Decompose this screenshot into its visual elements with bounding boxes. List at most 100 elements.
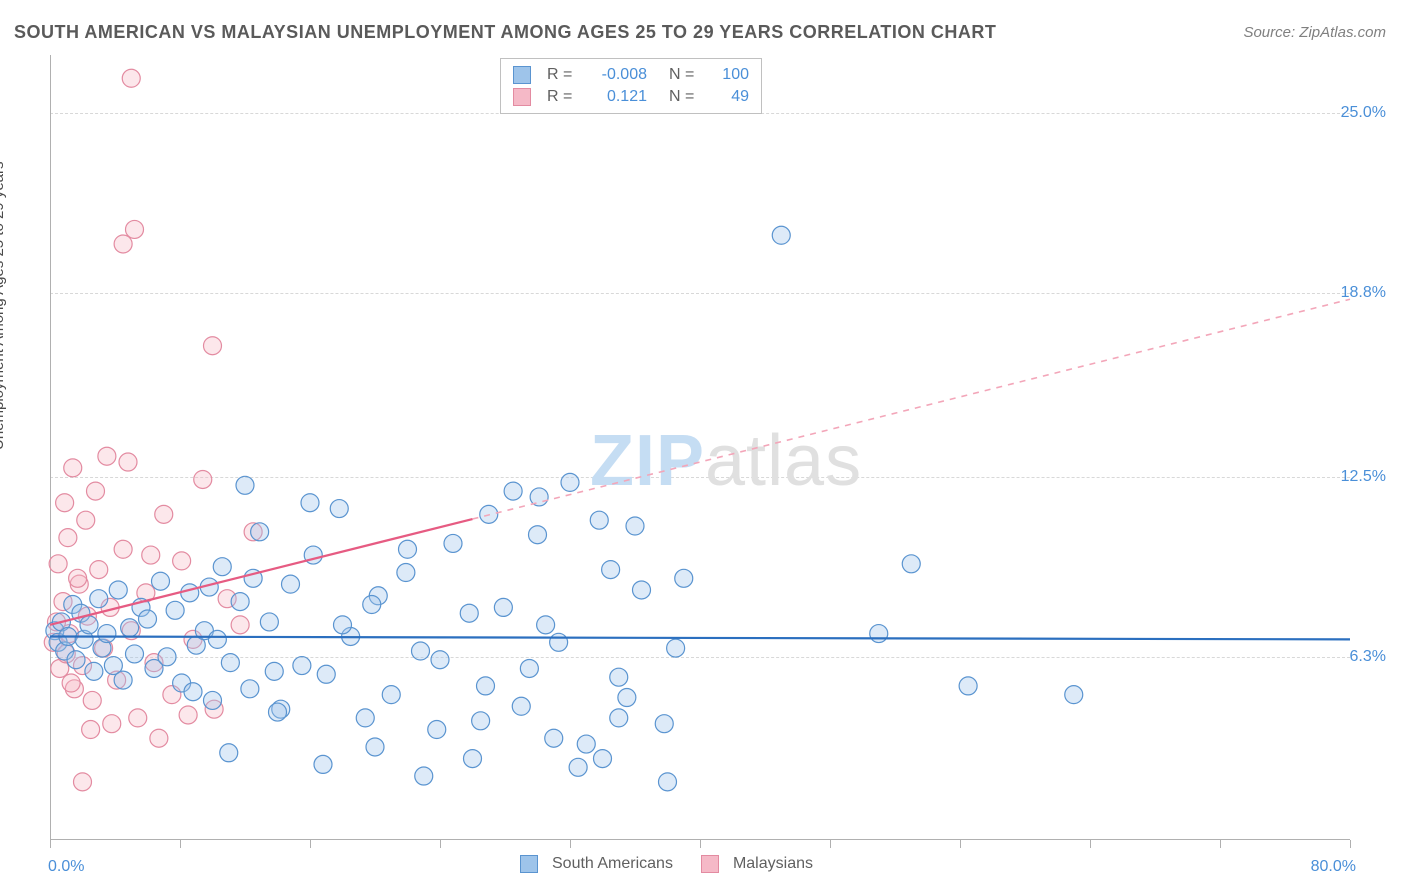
swatch-series-1 [520,855,538,873]
scatter-point [504,482,522,500]
scatter-point [80,616,98,634]
r-label: R = [547,66,577,84]
r-value-series-2: 0.121 [587,88,647,106]
scatter-point [282,575,300,593]
scatter-point [412,642,430,660]
scatter-point [602,561,620,579]
scatter-point [269,703,287,721]
scatter-point [870,625,888,643]
scatter-point [69,569,87,587]
scatter-point [74,773,92,791]
scatter-point [301,494,319,512]
x-tick [440,840,441,848]
scatter-point [675,569,693,587]
x-axis-min-label: 0.0% [48,858,84,876]
swatch-series-1 [513,66,531,84]
scatter-point [114,540,132,558]
legend-row-series-1: R = -0.008 N = 100 [513,64,749,86]
scatter-point [204,691,222,709]
chart-title: SOUTH AMERICAN VS MALAYSIAN UNEMPLOYMENT… [14,22,996,43]
scatter-point [667,639,685,657]
scatter-point [569,758,587,776]
scatter-point [194,470,212,488]
scatter-point [594,750,612,768]
scatter-point [561,473,579,491]
scatter-point [415,767,433,785]
correlation-legend: R = -0.008 N = 100 R = 0.121 N = 49 [500,58,762,114]
scatter-point [119,453,137,471]
x-tick [570,840,571,848]
scatter-point [610,709,628,727]
scatter-point [150,729,168,747]
scatter-point [90,590,108,608]
scatter-point [67,651,85,669]
n-value-series-2: 49 [709,88,749,106]
scatter-point [959,677,977,695]
scatter-point [655,715,673,733]
scatter-point [166,601,184,619]
scatter-point [85,662,103,680]
scatter-point [529,526,547,544]
scatter-point [142,546,160,564]
y-tick-label: 6.3% [1350,648,1386,666]
scatter-point [366,738,384,756]
scatter-point [428,721,446,739]
scatter-point [356,709,374,727]
x-axis-max-label: 80.0% [1311,858,1356,876]
series-1-name: South Americans [552,855,673,873]
scatter-point [460,604,478,622]
scatter-point [204,337,222,355]
scatter-point [114,671,132,689]
x-tick [830,840,831,848]
x-tick [1220,840,1221,848]
trend-line [50,636,1350,639]
scatter-point [444,534,462,552]
scatter-point [545,729,563,747]
scatter-point [181,584,199,602]
scatter-point [77,511,95,529]
scatter-point [231,616,249,634]
scatter-point [82,721,100,739]
scatter-point [62,674,80,692]
scatter-point [126,220,144,238]
scatter-point [103,715,121,733]
chart-container: SOUTH AMERICAN VS MALAYSIAN UNEMPLOYMENT… [0,0,1406,892]
scatter-point [220,744,238,762]
scatter-point [152,572,170,590]
source-attribution: Source: ZipAtlas.com [1243,24,1386,41]
scatter-point [221,654,239,672]
scatter-point [260,613,278,631]
scatter-point [126,645,144,663]
y-axis-label: Unemployment Among Ages 25 to 29 years [0,161,7,450]
scatter-point [314,755,332,773]
scatter-point [494,598,512,616]
scatter-point [472,712,490,730]
scatter-point [550,633,568,651]
scatter-point [382,686,400,704]
scatter-point [129,709,147,727]
scatter-point [114,235,132,253]
scatter-point [155,505,173,523]
scatter-point [56,494,74,512]
scatter-point [59,529,77,547]
n-value-series-1: 100 [709,66,749,84]
scatter-point [659,773,677,791]
scatter-point [520,659,538,677]
series-legend: South Americans Malaysians [520,855,813,873]
scatter-point [87,482,105,500]
scatter-point [772,226,790,244]
legend-row-series-2: R = 0.121 N = 49 [513,86,749,108]
scatter-point [251,523,269,541]
scatter-point [537,616,555,634]
scatter-point [213,558,231,576]
scatter-point [158,648,176,666]
scatter-point [49,555,67,573]
n-label: N = [669,66,699,84]
scatter-plot-svg [50,55,1350,840]
scatter-point [431,651,449,669]
scatter-point [397,564,415,582]
scatter-point [236,476,254,494]
scatter-point [330,500,348,518]
legend-item-series-2: Malaysians [701,855,813,873]
scatter-point [477,677,495,695]
